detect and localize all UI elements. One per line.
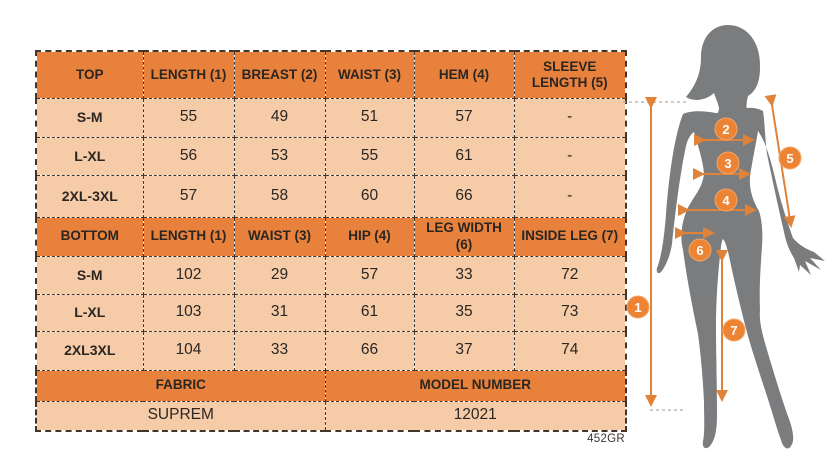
value-cell: 72 [513, 255, 627, 295]
marker-badge-2: 2 [714, 117, 738, 141]
column-header-waist: WAIST (3) [324, 50, 415, 99]
measurement-figure-svg: 1 2 3 4 5 6 7 [623, 25, 825, 449]
column-header-length: LENGTH (1) [142, 216, 235, 257]
silhouette-body [656, 107, 825, 449]
column-header-waist: WAIST (3) [233, 216, 326, 257]
style-code-label: 452GR [587, 433, 625, 445]
value-cell: 53 [233, 136, 326, 176]
row-label: L-XL [35, 136, 144, 176]
value-cell: 66 [324, 330, 415, 371]
column-header-bottom: BOTTOM [35, 216, 144, 257]
value-cell: 33 [413, 255, 515, 295]
value-cell: 56 [142, 136, 235, 176]
silhouette-head [686, 25, 761, 115]
value-cell: 33 [233, 330, 326, 371]
marker-number: 7 [730, 323, 737, 338]
value-cell: 73 [513, 293, 627, 332]
fabric-value: SUPREM [35, 400, 326, 432]
marker-badge-7: 7 [722, 318, 746, 342]
size-chart-table: TOP LENGTH (1) BREAST (2) WAIST (3) HEM … [35, 50, 627, 432]
marker-number: 5 [786, 151, 793, 166]
column-header-sleeve-length: SLEEVE LENGTH (5) [513, 50, 627, 99]
row-label: 2XL3XL [35, 330, 144, 371]
column-header-hem: HEM (4) [413, 50, 515, 99]
value-cell: 57 [142, 174, 235, 218]
value-cell: 49 [233, 97, 326, 138]
value-cell: 51 [324, 97, 415, 138]
column-header-hip: HIP (4) [324, 216, 415, 257]
column-header-leg-width: LEG WIDTH (6) [413, 216, 515, 257]
woman-silhouette [656, 25, 825, 449]
table-row: 2XL3XL 104 33 66 37 74 [35, 330, 627, 371]
footer-value-row: SUPREM 12021 [35, 400, 627, 432]
row-label: S-M [35, 97, 144, 138]
table-row: S-M 102 29 57 33 72 [35, 255, 627, 295]
value-cell: - [513, 136, 627, 176]
value-cell: 104 [142, 330, 235, 371]
model-number-header: MODEL NUMBER [324, 369, 627, 402]
row-label: S-M [35, 255, 144, 295]
column-header-inside-leg: INSIDE LEG (7) [513, 216, 627, 257]
marker-badges: 1 2 3 4 5 6 7 [626, 117, 802, 342]
value-cell: 35 [413, 293, 515, 332]
top-header-row: TOP LENGTH (1) BREAST (2) WAIST (3) HEM … [35, 50, 627, 99]
value-cell: 66 [413, 174, 515, 218]
row-label: 2XL-3XL [35, 174, 144, 218]
value-cell: 61 [324, 293, 415, 332]
value-cell: 31 [233, 293, 326, 332]
value-cell: 55 [142, 97, 235, 138]
value-cell: 102 [142, 255, 235, 295]
marker-badge-5: 5 [778, 146, 802, 170]
marker-number: 2 [722, 122, 729, 137]
value-cell: - [513, 97, 627, 138]
value-cell: 60 [324, 174, 415, 218]
column-header-top: TOP [35, 50, 144, 99]
marker-badge-1: 1 [626, 295, 650, 319]
marker-badge-3: 3 [716, 151, 740, 175]
value-cell: 29 [233, 255, 326, 295]
column-header-breast: BREAST (2) [233, 50, 326, 99]
table-row: L-XL 103 31 61 35 73 [35, 293, 627, 332]
marker-number: 4 [722, 193, 730, 208]
marker-badge-4: 4 [714, 188, 738, 212]
marker-badge-6: 6 [688, 238, 712, 262]
column-header-length: LENGTH (1) [142, 50, 235, 99]
table-row: 2XL-3XL 57 58 60 66 - [35, 174, 627, 218]
value-cell: 58 [233, 174, 326, 218]
value-cell: 55 [324, 136, 415, 176]
value-cell: 57 [413, 97, 515, 138]
value-cell: 61 [413, 136, 515, 176]
table-row: L-XL 56 53 55 61 - [35, 136, 627, 176]
marker-number: 6 [696, 243, 703, 258]
bottom-header-row: BOTTOM LENGTH (1) WAIST (3) HIP (4) LEG … [35, 216, 627, 257]
value-cell: - [513, 174, 627, 218]
footer-header-row: FABRIC MODEL NUMBER [35, 369, 627, 402]
value-cell: 103 [142, 293, 235, 332]
value-cell: 37 [413, 330, 515, 371]
marker-number: 3 [724, 156, 731, 171]
row-label: L-XL [35, 293, 144, 332]
table-row: S-M 55 49 51 57 - [35, 97, 627, 138]
marker-number: 1 [634, 300, 641, 315]
value-cell: 74 [513, 330, 627, 371]
measurement-figure: 1 2 3 4 5 6 7 [620, 18, 840, 464]
value-cell: 57 [324, 255, 415, 295]
fabric-header: FABRIC [35, 369, 326, 402]
model-number-value: 12021 [324, 400, 627, 432]
